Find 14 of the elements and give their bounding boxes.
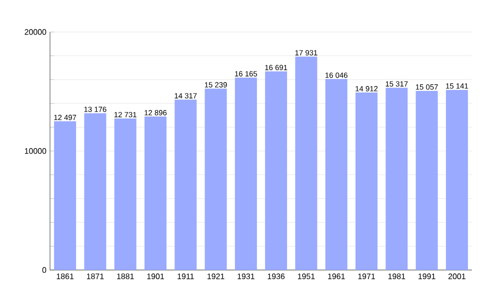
bar <box>325 79 348 270</box>
bar <box>204 88 227 270</box>
bar <box>234 78 257 270</box>
bar <box>356 92 378 270</box>
bar <box>446 90 468 270</box>
bar <box>174 100 197 270</box>
bar <box>265 71 288 270</box>
bar <box>386 88 408 270</box>
bar <box>144 116 166 270</box>
bar <box>84 113 106 270</box>
bar <box>295 56 318 270</box>
bar <box>416 90 438 270</box>
bar <box>54 121 76 270</box>
bar <box>114 118 136 270</box>
